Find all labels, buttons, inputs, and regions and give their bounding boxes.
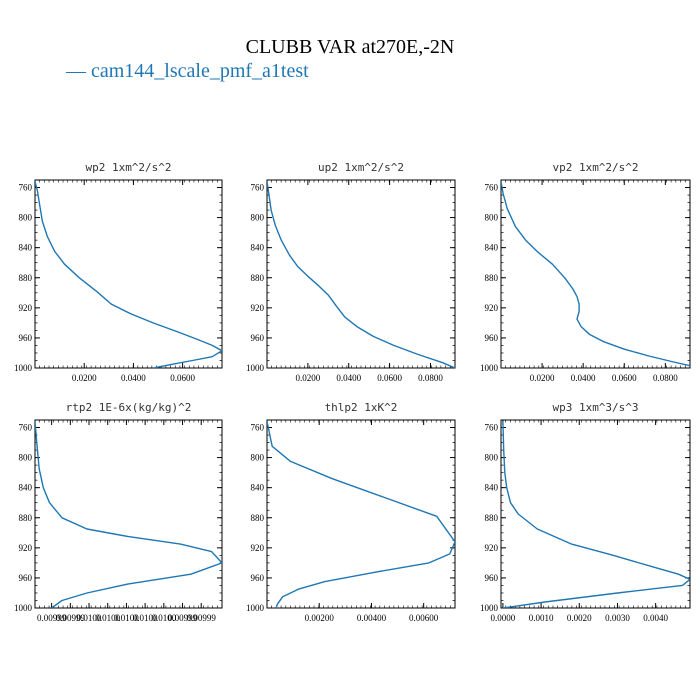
panel-3: vp2 1xm^2/s^2 760 800 840 880 920 960 1000 0.020…	[480, 161, 691, 383]
panel-title: vp2 1xm^2/s^2	[552, 161, 638, 174]
plot-frame	[34, 179, 223, 369]
x-tick-label: 0.0100	[133, 613, 158, 623]
y-tick-label: 880	[19, 513, 33, 523]
x-tick-label: 0.00400	[357, 613, 387, 623]
x-tick-label: 0.0400	[571, 373, 596, 383]
y-tick-label: 760	[485, 423, 499, 433]
y-tick-label: 880	[19, 273, 33, 283]
y-tick-label: 920	[485, 303, 499, 313]
x-tick-label: 0.0200	[295, 373, 320, 383]
y-tick-label: 800	[251, 453, 265, 463]
y-tick-label: 960	[485, 573, 499, 583]
y-tick-label: 760	[19, 423, 33, 433]
y-tick-label: 1000	[480, 363, 499, 373]
y-tick-label: 880	[251, 273, 265, 283]
plot-frame	[266, 419, 456, 609]
y-tick-label: 880	[485, 513, 499, 523]
y-tick-label: 760	[251, 183, 265, 193]
x-tick-label: 0.0100	[114, 613, 139, 623]
y-tick-label: 960	[19, 573, 33, 583]
panel-title: up2 1xm^2/s^2	[318, 161, 404, 174]
y-tick-label: 880	[485, 273, 499, 283]
series-line	[267, 181, 455, 368]
x-tick-label: 0.0800	[418, 373, 443, 383]
y-tick-label: 840	[485, 483, 499, 493]
panel-5: thlp2 1xK^2 760 800 840 880 920 960 1000 0.00200…	[246, 401, 456, 623]
x-tick-label: 0.0600	[377, 373, 402, 383]
y-tick-label: 800	[19, 453, 33, 463]
y-tick-label: 800	[251, 213, 265, 223]
x-tick-label: 0.00999	[56, 613, 86, 623]
x-tick-label: 0.0400	[336, 373, 361, 383]
x-tick-label: 0.0100	[151, 613, 176, 623]
x-tick-label: 0.00999	[168, 613, 198, 623]
y-tick-label: 840	[251, 243, 265, 253]
series-line	[35, 421, 222, 608]
x-tick-label: 0.00200	[305, 613, 335, 623]
y-tick-label: 800	[485, 213, 499, 223]
panel-1: wp2 1xm^2/s^2 760 800 840 880 920 960 1000 0.020…	[14, 161, 223, 383]
y-tick-label: 960	[19, 333, 33, 343]
x-tick-label: 0.0800	[653, 373, 678, 383]
y-tick-label: 960	[251, 573, 265, 583]
x-tick-label: 0.0020	[567, 613, 592, 623]
panel-2: up2 1xm^2/s^2 760 800 840 880 920 960 1000 0.020…	[246, 161, 456, 383]
x-tick-label: 0.0200	[530, 373, 555, 383]
x-tick-label: 0.0010	[529, 613, 554, 623]
y-tick-label: 840	[19, 243, 33, 253]
panel-4: rtp2 1E-6x(kg/kg)^2 760 800 840 880 920 960 100…	[14, 401, 223, 623]
y-tick-label: 840	[485, 243, 499, 253]
figure-title: CLUBB VAR at270E,-2N	[245, 36, 455, 58]
panel-6: wp3 1xm^3/s^3 760 800 840 880 920 960 10000.000…	[480, 401, 691, 623]
series-line	[501, 181, 690, 367]
y-tick-label: 840	[251, 483, 265, 493]
y-tick-label: 920	[19, 543, 33, 553]
y-tick-label: 1000	[14, 363, 33, 373]
y-tick-label: 1000	[246, 603, 265, 613]
plot-frame	[500, 179, 691, 369]
series-line	[35, 181, 222, 368]
y-tick-label: 760	[19, 183, 33, 193]
y-tick-label: 1000	[246, 363, 265, 373]
x-tick-label: 0.0000	[491, 613, 516, 623]
y-tick-label: 1000	[480, 603, 499, 613]
x-tick-label: 0.0100	[77, 613, 102, 623]
x-tick-label: 0.00600	[409, 613, 439, 623]
x-tick-label: 0.0030	[605, 613, 630, 623]
panel-title: wp2 1xm^2/s^2	[85, 161, 171, 174]
y-tick-label: 920	[251, 303, 265, 313]
series-line	[502, 421, 690, 608]
y-tick-label: 840	[19, 483, 33, 493]
x-tick-label: 0.0100	[95, 613, 120, 623]
x-tick-label: 0.0040	[643, 613, 668, 623]
y-tick-label: 800	[485, 453, 499, 463]
x-tick-label: 0.00999	[37, 613, 67, 623]
y-tick-label: 920	[19, 303, 33, 313]
y-tick-label: 760	[485, 183, 499, 193]
y-tick-label: 960	[485, 333, 499, 343]
x-tick-label: 0.00999	[187, 613, 217, 623]
y-tick-label: 760	[251, 423, 265, 433]
y-tick-label: 920	[485, 543, 499, 553]
y-tick-label: 800	[19, 213, 33, 223]
legend-entry: — cam144_lscale_pmf_a1test	[66, 60, 309, 82]
series-line	[267, 421, 455, 608]
panel-title: thlp2 1xK^2	[325, 401, 398, 414]
x-tick-label: 0.0600	[612, 373, 637, 383]
y-tick-label: 1000	[14, 603, 33, 613]
x-tick-label: 0.0200	[72, 373, 97, 383]
y-tick-label: 880	[251, 513, 265, 523]
panel-title: rtp2 1E-6x(kg/kg)^2	[66, 401, 192, 414]
y-tick-label: 960	[251, 333, 265, 343]
plot-frame	[266, 179, 456, 369]
plot-frame	[500, 419, 691, 609]
x-tick-label: 0.0600	[170, 373, 195, 383]
panel-title: wp3 1xm^3/s^3	[552, 401, 638, 414]
plot-frame	[34, 419, 223, 609]
x-tick-label: 0.0400	[121, 373, 146, 383]
y-tick-label: 920	[251, 543, 265, 553]
